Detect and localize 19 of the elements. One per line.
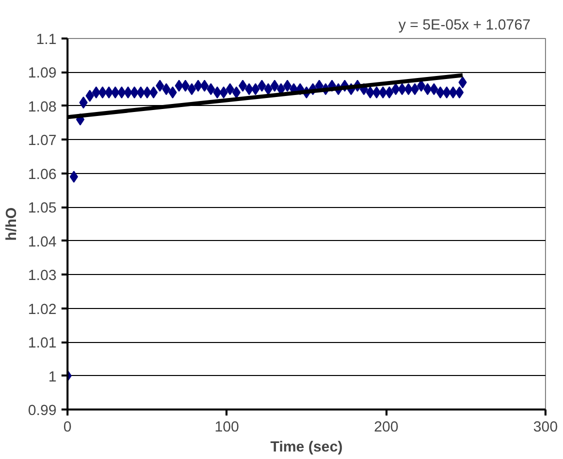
y-tick-label: 1.01 bbox=[28, 336, 57, 352]
y-tick-label: 1.02 bbox=[28, 302, 57, 318]
y-tick-label: 1.08 bbox=[28, 99, 57, 116]
y-tick-label: 1 bbox=[48, 369, 57, 386]
y-tick-label: 0.99 bbox=[28, 403, 57, 419]
x-tick-label: 200 bbox=[374, 420, 398, 436]
x-axis-title: Time (sec) bbox=[270, 440, 343, 456]
x-tick-label: 0 bbox=[63, 420, 72, 436]
y-tick-label: 1.06 bbox=[28, 166, 57, 183]
y-tick-label: 1.09 bbox=[28, 66, 57, 82]
y-tick-label: 1.03 bbox=[28, 268, 57, 284]
y-tick-label: 1.07 bbox=[28, 133, 57, 150]
y-tick-label: 1.04 bbox=[28, 234, 57, 250]
text: y = 5E-05x + 1.0767 bbox=[398, 18, 530, 34]
x-tick-label: 300 bbox=[533, 420, 558, 436]
y-tick-label: 1.05 bbox=[28, 200, 57, 217]
y-axis-title: h/hO bbox=[4, 207, 20, 241]
y-tick-label: 1.1 bbox=[36, 32, 56, 48]
x-tick-label: 100 bbox=[214, 420, 240, 436]
